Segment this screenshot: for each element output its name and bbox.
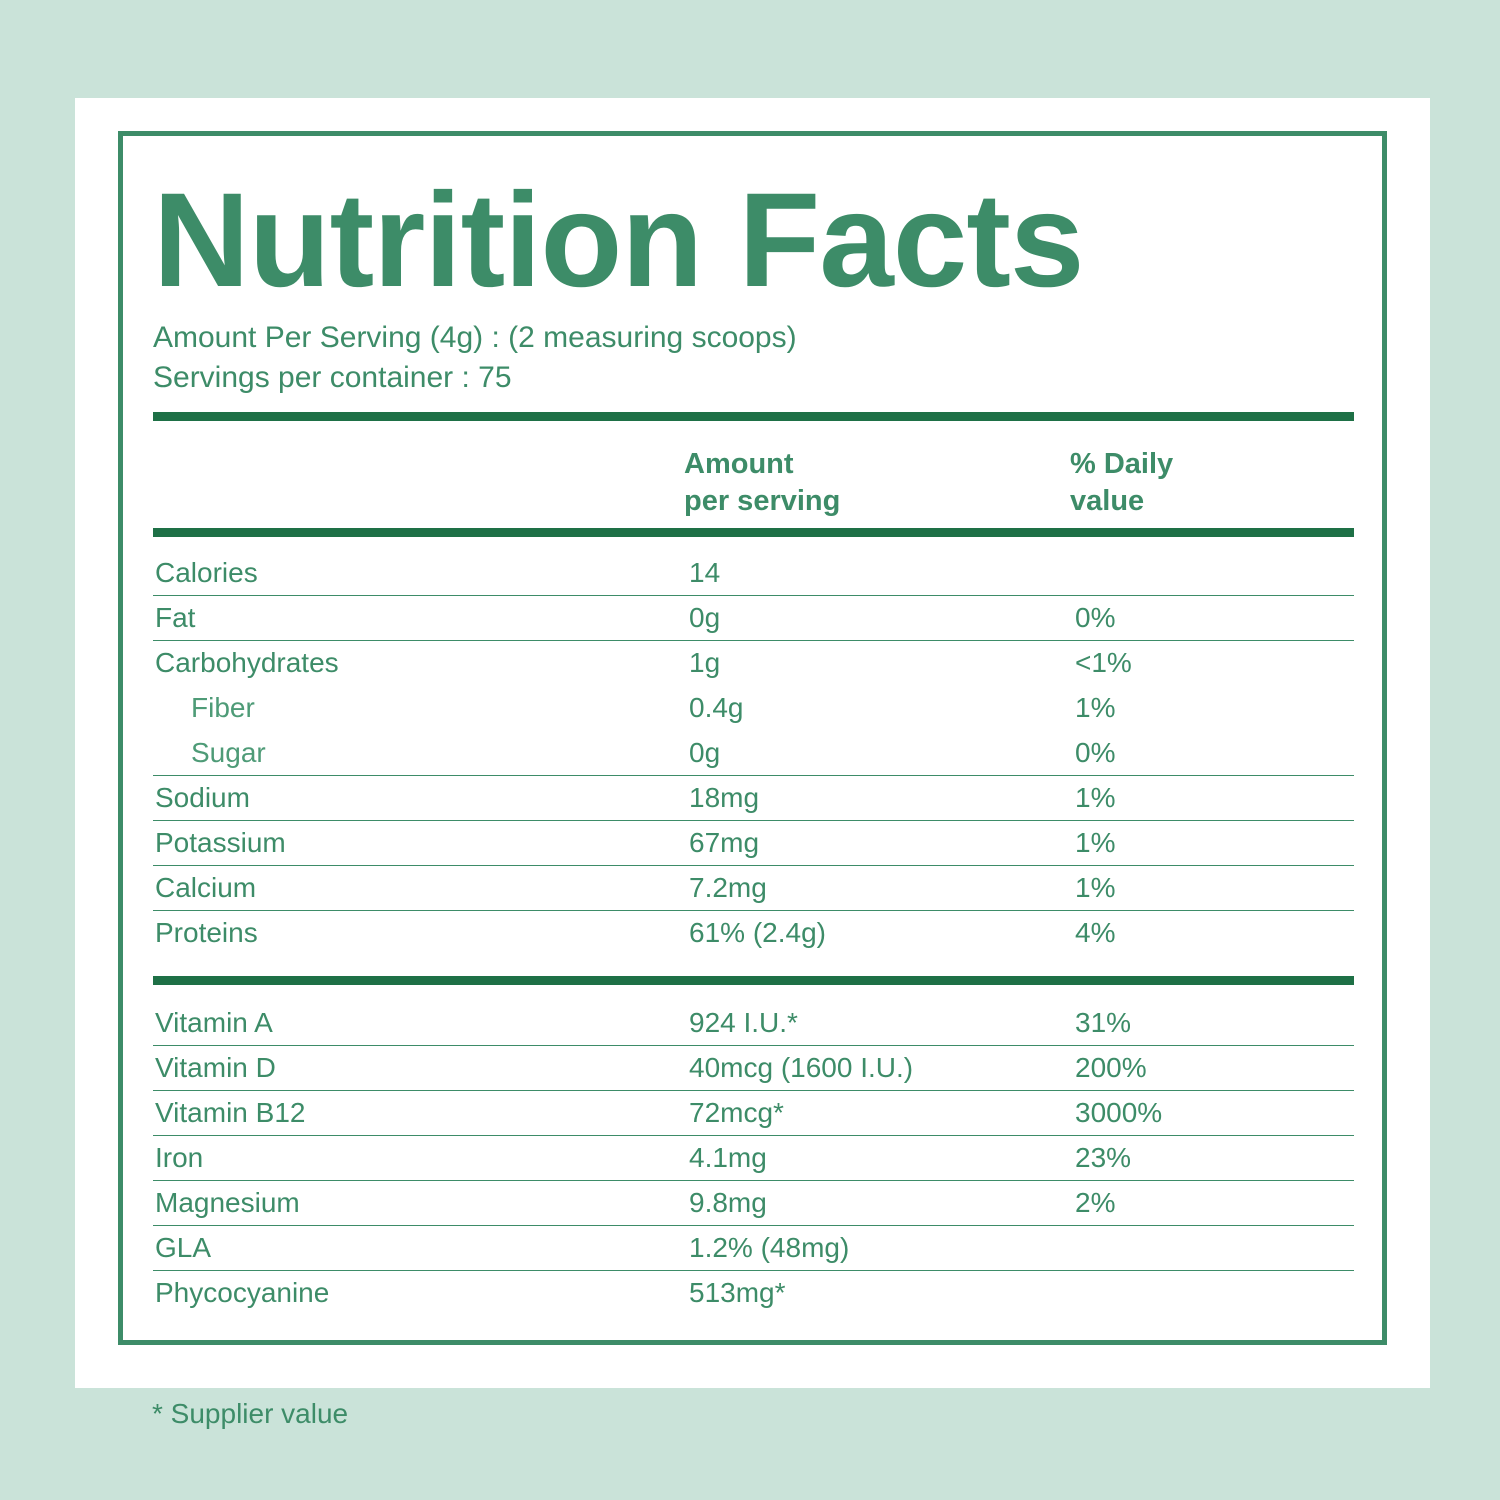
amount-column-header: Amount per serving xyxy=(684,448,841,517)
nutrition-frame: Nutrition Facts Amount Per Serving (4g) … xyxy=(118,131,1387,1345)
nutrient-amount: 0.4g xyxy=(689,692,744,723)
row-divider xyxy=(153,595,1354,596)
nutrient-daily-value: 200% xyxy=(1075,1052,1147,1083)
nutrient-name: Fiber xyxy=(191,692,255,723)
row-divider xyxy=(153,865,1354,866)
nutrient-name: Calories xyxy=(155,557,258,588)
nutrient-name: Sugar xyxy=(191,737,266,768)
nutrient-amount: 513mg* xyxy=(689,1277,786,1308)
nutrient-name: Vitamin D xyxy=(155,1052,276,1083)
table-row: Phycocyanine 513mg* xyxy=(153,1270,1354,1315)
table-row: Vitamin B12 72mcg* 3000% xyxy=(153,1090,1354,1135)
nutrient-amount: 0g xyxy=(689,737,721,768)
nutrient-daily-value: 2% xyxy=(1075,1187,1116,1218)
nutrient-name: Magnesium xyxy=(155,1187,300,1218)
row-divider xyxy=(153,1090,1354,1091)
nutrient-daily-value: 4% xyxy=(1075,917,1116,948)
nutrient-name: Fat xyxy=(155,602,196,633)
table-row: Iron 4.1mg 23% xyxy=(153,1135,1354,1180)
row-divider xyxy=(153,910,1354,911)
nutrient-amount: 1g xyxy=(689,647,721,678)
header-rule-bottom xyxy=(153,528,1354,537)
table-row: Carbohydrates 1g <1% xyxy=(153,640,1354,685)
nutrient-amount: 9.8mg xyxy=(689,1187,767,1218)
row-divider xyxy=(153,1180,1354,1181)
serving-size: Amount Per Serving (4g) : (2 measuring s… xyxy=(153,321,797,354)
nutrient-name: Phycocyanine xyxy=(155,1277,330,1308)
row-divider xyxy=(153,1225,1354,1226)
nutrient-amount: 924 I.U.* xyxy=(689,1007,798,1038)
row-divider xyxy=(153,820,1354,821)
table-row: Fat 0g 0% xyxy=(153,595,1354,640)
table-row: Vitamin D 40mcg (1600 I.U.) 200% xyxy=(153,1045,1354,1090)
table-row: Potassium 67mg 1% xyxy=(153,820,1354,865)
nutrient-daily-value: 1% xyxy=(1075,782,1116,813)
row-divider xyxy=(153,1045,1354,1046)
nutrient-amount: 18mg xyxy=(689,782,760,813)
nutrient-amount: 1.2% (48mg) xyxy=(689,1232,850,1263)
row-divider xyxy=(153,1135,1354,1136)
header-rule-top xyxy=(153,412,1354,421)
row-divider xyxy=(153,775,1354,776)
table-row: Sodium 18mg 1% xyxy=(153,775,1354,820)
table-row: Sugar 0g 0% xyxy=(153,730,1354,775)
nutrient-amount: 14 xyxy=(689,557,721,588)
nutrient-amount: 4.1mg xyxy=(689,1142,767,1173)
table-row: Fiber 0.4g 1% xyxy=(153,685,1354,730)
servings-per-container: Servings per container : 75 xyxy=(153,361,512,394)
serving-info: Amount Per Serving (4g) : (2 measuring s… xyxy=(153,318,797,398)
table-row: Calories 14 xyxy=(153,550,1354,595)
nutrient-amount: 67mg xyxy=(689,827,760,858)
nutrient-amount: 72mcg* xyxy=(689,1097,784,1128)
nutrition-card: Nutrition Facts Amount Per Serving (4g) … xyxy=(75,98,1430,1388)
nutrient-name: Potassium xyxy=(155,827,286,858)
nutrient-name: Carbohydrates xyxy=(155,647,339,678)
nutrient-daily-value: <1% xyxy=(1075,647,1132,678)
nutrient-daily-value: 3000% xyxy=(1075,1097,1163,1128)
nutrient-amount: 61% (2.4g) xyxy=(689,917,826,948)
nutrient-name: Proteins xyxy=(155,917,258,948)
table-row: Proteins 61% (2.4g) 4% xyxy=(153,910,1354,955)
table-row: GLA 1.2% (48mg) xyxy=(153,1225,1354,1270)
nutrient-daily-value: 0% xyxy=(1075,737,1116,768)
daily-value-column-header: % Daily value xyxy=(1070,448,1174,517)
nutrient-daily-value: 1% xyxy=(1075,827,1116,858)
nutrient-amount: 7.2mg xyxy=(689,872,767,903)
nutrient-name: Calcium xyxy=(155,872,257,903)
table-row: Calcium 7.2mg 1% xyxy=(153,865,1354,910)
nutrient-name: Iron xyxy=(155,1142,204,1173)
nutrient-daily-value: 23% xyxy=(1075,1142,1132,1173)
row-divider xyxy=(153,640,1354,641)
nutrient-daily-value: 1% xyxy=(1075,692,1116,723)
nutrient-daily-value: 0% xyxy=(1075,602,1116,633)
nutrient-name: GLA xyxy=(155,1232,212,1263)
nutrient-amount: 40mcg (1600 I.U.) xyxy=(689,1052,914,1083)
nutrient-name: Vitamin B12 xyxy=(155,1097,306,1128)
row-divider xyxy=(153,1270,1354,1271)
nutrient-name: Sodium xyxy=(155,782,250,813)
nutrient-daily-value: 1% xyxy=(1075,872,1116,903)
nutrient-amount: 0g xyxy=(689,602,721,633)
page-title: Nutrition Facts xyxy=(153,166,1084,315)
footnote: * Supplier value xyxy=(152,1398,349,1429)
nutrient-daily-value: 31% xyxy=(1075,1007,1132,1038)
section-rule xyxy=(153,976,1354,985)
table-row: Vitamin A 924 I.U.* 31% xyxy=(153,1000,1354,1045)
nutrient-name: Vitamin A xyxy=(155,1007,273,1038)
table-row: Magnesium 9.8mg 2% xyxy=(153,1180,1354,1225)
